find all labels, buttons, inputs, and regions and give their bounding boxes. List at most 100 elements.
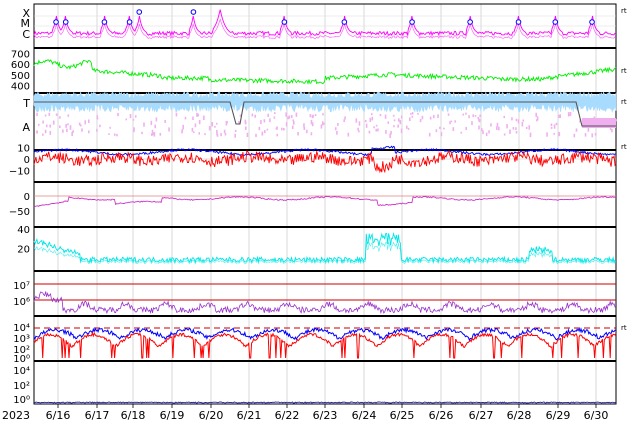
- imf-lat-point: [336, 130, 338, 135]
- imf-lat-point: [460, 131, 463, 134]
- imf-lat-point: [291, 125, 294, 130]
- imf-lat-point: [109, 126, 111, 129]
- imf-lat-point: [45, 124, 48, 128]
- imf-lat-point: [214, 125, 216, 128]
- imf-lat-point: [263, 130, 266, 134]
- imf-lat-point: [314, 114, 317, 117]
- imf-lat-point: [417, 112, 419, 115]
- imf-lat-point: [260, 119, 262, 125]
- imf-lat-point: [343, 119, 345, 123]
- imf-lat-point: [525, 126, 528, 129]
- imf-lat-point: [368, 130, 371, 134]
- imf-lat-point: [62, 129, 64, 133]
- imf-lat-point: [573, 133, 576, 138]
- speed-rt-marker: rt: [621, 67, 627, 75]
- imf-lat-point: [287, 116, 290, 120]
- x-tick-label-6/18: 6/18: [121, 409, 146, 422]
- imf-lat-point: [579, 120, 581, 123]
- imf-lat-point: [440, 132, 443, 137]
- imf-lat-point: [387, 121, 390, 124]
- flare-marker: [136, 9, 143, 15]
- imf-lat-point: [197, 113, 200, 117]
- imf-lat-point: [594, 132, 597, 136]
- proton-high-line: [33, 326, 617, 342]
- imf-lat-point: [81, 128, 83, 132]
- xray-tick-c: C: [22, 28, 30, 41]
- imf-lat-point: [558, 131, 561, 137]
- dst-tick-0: 0: [24, 192, 30, 203]
- speed-tick-400: 400: [11, 82, 30, 93]
- flare-marker: [589, 19, 595, 25]
- imf-lat-point: [225, 121, 228, 126]
- imf-lat-point: [216, 129, 218, 134]
- imf-lat-point: [113, 133, 116, 136]
- imf-lat-point: [373, 126, 375, 129]
- imf-lat-point: [116, 133, 118, 137]
- imf-lat-point: [536, 116, 539, 121]
- bz-tick-m10: −10: [9, 167, 30, 178]
- imf-lat-point: [559, 114, 562, 119]
- imf-bz-line: [33, 150, 617, 174]
- imf-lat-point: [369, 117, 372, 123]
- imf-lat-point: [182, 124, 185, 130]
- imf-lat-point: [215, 122, 218, 125]
- imf-lat-point: [515, 131, 518, 134]
- imf-lat-point: [87, 119, 90, 124]
- imf-lat-point: [465, 112, 467, 115]
- imf-lat-point: [481, 128, 483, 132]
- imf-lat-point: [67, 114, 70, 117]
- imf-lat-point: [322, 113, 324, 116]
- imf-lat-point: [521, 121, 524, 127]
- imf-lat-point: [569, 112, 572, 116]
- imf-lat-point: [449, 121, 451, 125]
- imf-lat-point: [320, 124, 323, 129]
- imf-lat-point: [410, 112, 412, 115]
- proton-tick-0: 10⁴: [13, 323, 30, 334]
- imf-lat-point: [154, 124, 156, 129]
- imf-lat-point: [275, 127, 278, 130]
- imf-lat-point: [371, 116, 374, 121]
- imf-lat-point: [239, 114, 242, 117]
- imf-lat-point: [234, 133, 236, 138]
- imf-lat-point: [421, 115, 424, 120]
- imf-lat-point: [153, 132, 156, 137]
- imf-lat-point: [285, 112, 287, 117]
- imf-lat-point: [496, 122, 499, 127]
- imf-lat-point: [385, 129, 387, 134]
- imf-lat-point: [84, 120, 87, 125]
- imf-lat-point: [529, 132, 532, 138]
- x-tick-label-6/17: 6/17: [85, 409, 110, 422]
- imf-lat-point: [393, 125, 395, 128]
- speed-tick-600: 600: [11, 60, 30, 71]
- flare-marker: [126, 19, 133, 25]
- imf-lat-point: [454, 120, 456, 123]
- imf-lat-point: [482, 130, 484, 135]
- xray-tick-m: M: [21, 17, 31, 30]
- imf-lat-point: [59, 125, 61, 128]
- imf-lat-point: [528, 125, 531, 130]
- x-tick-label-6/20: 6/20: [199, 409, 224, 422]
- imf-lat-point: [223, 129, 226, 134]
- imf-lat-point: [273, 112, 276, 114]
- imf-lat-point: [609, 127, 612, 131]
- imf-lat-point: [452, 127, 455, 131]
- imf-lat-point: [216, 132, 218, 136]
- imf-lat-point: [358, 121, 361, 126]
- angle-rt-marker: rt: [621, 98, 627, 106]
- imf-lat-point: [181, 129, 184, 132]
- imf-lat-point: [48, 112, 51, 116]
- imf-lat-point: [365, 123, 368, 128]
- imf-lat-point: [79, 124, 82, 127]
- imf-lat-point: [558, 114, 560, 118]
- imf-lat-point: [488, 130, 490, 134]
- proton-tick-1: 10³: [13, 334, 30, 345]
- dst-tick-m50: −50: [9, 207, 30, 218]
- imf-lat-point: [36, 112, 38, 117]
- imf-lat-point: [285, 122, 288, 127]
- imf-lat-point: [151, 129, 154, 133]
- imf-lat-point: [384, 114, 387, 119]
- imf-lat-point: [443, 127, 445, 130]
- imf-lat-point: [193, 131, 195, 134]
- imf-lat-point: [337, 122, 339, 126]
